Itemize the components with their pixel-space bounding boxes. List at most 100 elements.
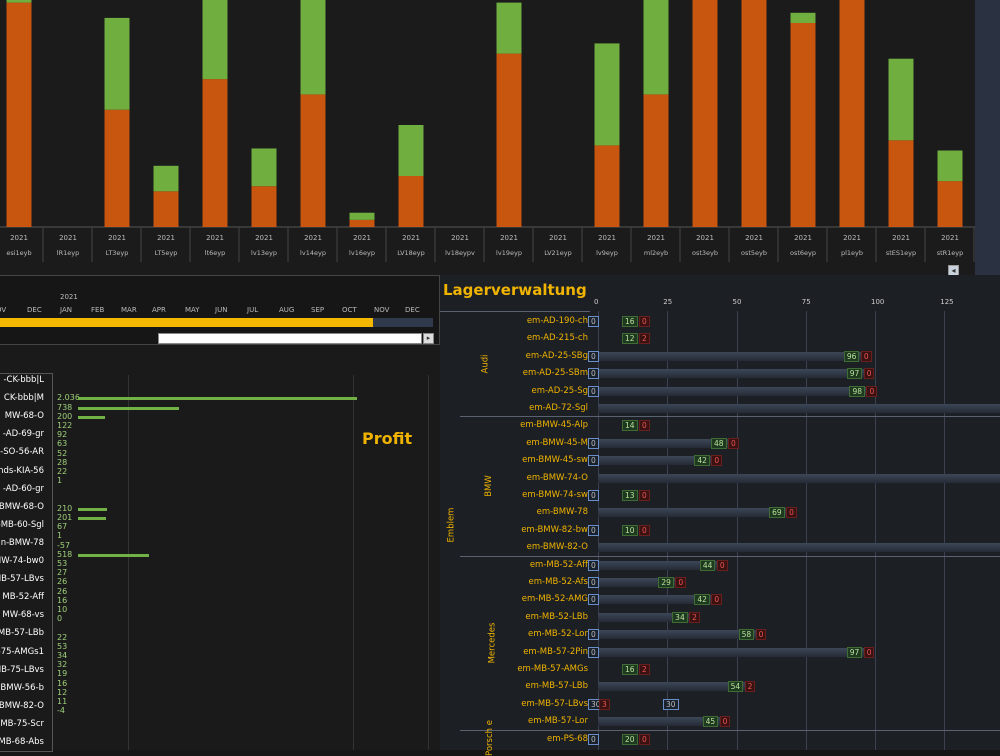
lager-row[interactable]: em-MB-57-LBb 54 2 [440, 678, 1000, 695]
timeline-month[interactable]: OCT [342, 306, 357, 314]
timeline-slicer[interactable]: 2021 OV DEC JAN FEB MAR APR MAY JUN JUL AUG SEP OCT… [0, 275, 440, 345]
bar-orange[interactable] [937, 181, 963, 227]
bar-orange[interactable] [300, 94, 326, 228]
timeline-month[interactable]: MAY [185, 306, 200, 314]
timeline-month[interactable]: JUL [247, 306, 259, 314]
bar-orange[interactable] [251, 186, 277, 227]
timeline-scrollbar[interactable] [158, 333, 422, 344]
lager-row[interactable]: em-BMW-78 69 0 [440, 504, 1000, 521]
bar-green[interactable] [202, 0, 228, 80]
lager-bar[interactable] [598, 473, 1000, 483]
lager-row[interactable]: em-MB-52-Afs 0 29 0 [440, 574, 1000, 591]
lager-row[interactable]: em-BMW-45-Alp 14 0 [440, 417, 1000, 434]
lager-bar[interactable] [598, 386, 870, 396]
timeline-month[interactable]: DEC [27, 306, 42, 314]
lager-bar[interactable] [598, 682, 748, 692]
lager-row[interactable]: em-MB-57-2Pin 0 97 0 [440, 644, 1000, 661]
lager-bar[interactable] [598, 369, 867, 379]
bar-orange[interactable] [741, 0, 767, 227]
bar-orange[interactable] [839, 0, 865, 227]
lager-bar[interactable] [598, 612, 693, 622]
lager-row[interactable]: em-BMW-82-bw 0 10 0 [440, 522, 1000, 539]
lager-bar[interactable] [598, 578, 679, 587]
profit-bar[interactable] [78, 553, 149, 557]
timeline-month[interactable]: AUG [279, 306, 295, 314]
lager-row[interactable]: em-BMW-82-O [440, 539, 1000, 556]
bar-green[interactable] [251, 148, 277, 187]
lager-row[interactable]: em-MB-52-LBb 34 2 [440, 609, 1000, 626]
bar-orange[interactable] [349, 219, 375, 227]
bar-green[interactable] [888, 58, 914, 141]
timeline-scroll-right-icon[interactable]: ▸ [423, 333, 434, 344]
lager-bar[interactable] [598, 456, 715, 466]
bar-green[interactable] [937, 150, 963, 182]
lager-bar[interactable] [598, 647, 867, 657]
lager-bar[interactable] [598, 351, 864, 361]
timeline-month[interactable]: OV [0, 306, 7, 314]
lager-row-label: em-MB-57-2Pin [523, 646, 588, 657]
timeline-month[interactable]: NOV [374, 306, 390, 314]
lager-row[interactable]: em-MB-52-Lor 0 58 0 [440, 626, 1000, 643]
lager-bar[interactable] [598, 438, 731, 448]
profit-bar[interactable] [78, 507, 107, 511]
lager-row[interactable]: em-MB-52-AMG 0 42 0 [440, 591, 1000, 608]
timeline-month[interactable]: JUN [215, 306, 228, 314]
bar-green[interactable] [6, 0, 32, 3]
lager-row[interactable]: em-BMW-45-sw 0 42 0 [440, 452, 1000, 469]
bar-orange[interactable] [202, 79, 228, 227]
lager-row[interactable]: em-BMW-74-sw 0 13 0 [440, 487, 1000, 504]
lager-bar[interactable] [598, 508, 790, 518]
lager-row[interactable]: em-MB-57-Lor 45 0 [440, 713, 1000, 730]
lager-bar[interactable] [598, 630, 759, 640]
bar-orange[interactable] [692, 0, 718, 227]
bar-orange[interactable] [496, 53, 522, 227]
lager-bar[interactable] [598, 595, 715, 605]
lager-row[interactable]: em-AD-72-Sgl [440, 400, 1000, 417]
profit-bar[interactable] [78, 517, 106, 520]
bar-orange[interactable] [643, 94, 669, 228]
bar-green[interactable] [153, 165, 179, 192]
bar-green[interactable] [643, 0, 669, 95]
timeline-month[interactable]: JAN [60, 306, 72, 314]
lager-bar[interactable] [598, 560, 720, 570]
timeline-month[interactable]: FEB [91, 306, 105, 314]
bar-green[interactable] [104, 17, 130, 110]
timeline-unselected-bar[interactable] [373, 318, 433, 327]
timeline-selection-bar[interactable] [0, 318, 373, 327]
bar-orange[interactable] [398, 176, 424, 227]
bar-green[interactable] [496, 2, 522, 54]
lager-row[interactable]: em-MB-57-AMGs 16 2 [440, 661, 1000, 678]
timeline-month[interactable]: MAR [121, 306, 137, 314]
lager-bar[interactable] [598, 404, 1000, 413]
lager-row[interactable]: em-MB-52-Aff 0 44 0 [440, 557, 1000, 574]
bar-green[interactable] [594, 43, 620, 146]
lager-row[interactable]: em-AD-190-ch 0 16 0 [440, 313, 1000, 330]
timeline-month[interactable]: SEP [311, 306, 325, 314]
lager-row[interactable]: em-PS-68 0 20 0 [440, 731, 1000, 748]
lager-bar[interactable] [598, 543, 1000, 553]
bar-green[interactable] [349, 212, 375, 220]
bar-orange[interactable] [594, 145, 620, 227]
lager-bar[interactable] [598, 717, 723, 727]
category-label: lR1eyp [57, 249, 79, 257]
bar-green[interactable] [398, 125, 424, 176]
lager-row[interactable]: em-BMW-45-M 0 48 0 [440, 435, 1000, 452]
lager-row[interactable]: em-BMW-74-O [440, 470, 1000, 487]
bar-orange[interactable] [104, 109, 130, 227]
lager-row[interactable]: em-AD-25-SBg 0 96 0 [440, 348, 1000, 365]
lager-row[interactable]: em-MB-57-LBvs 30 3 30 [440, 696, 1000, 713]
bar-green[interactable] [300, 0, 326, 95]
bar-orange[interactable] [6, 2, 32, 227]
bar-orange[interactable] [153, 191, 179, 227]
bar-orange[interactable] [790, 23, 816, 227]
lager-row[interactable]: em-AD-215-ch 12 2 [440, 330, 1000, 347]
profit-bar[interactable] [78, 406, 180, 410]
profit-bar[interactable] [78, 397, 357, 401]
lager-row[interactable]: em-AD-25-Sg 0 98 0 [440, 383, 1000, 400]
lager-row[interactable]: em-AD-25-SBm 0 97 0 [440, 365, 1000, 382]
profit-bar[interactable] [78, 415, 106, 419]
timeline-month[interactable]: APR [152, 306, 166, 314]
timeline-month[interactable]: DEC [405, 306, 420, 314]
bar-orange[interactable] [888, 140, 914, 227]
bar-green[interactable] [790, 12, 816, 23]
